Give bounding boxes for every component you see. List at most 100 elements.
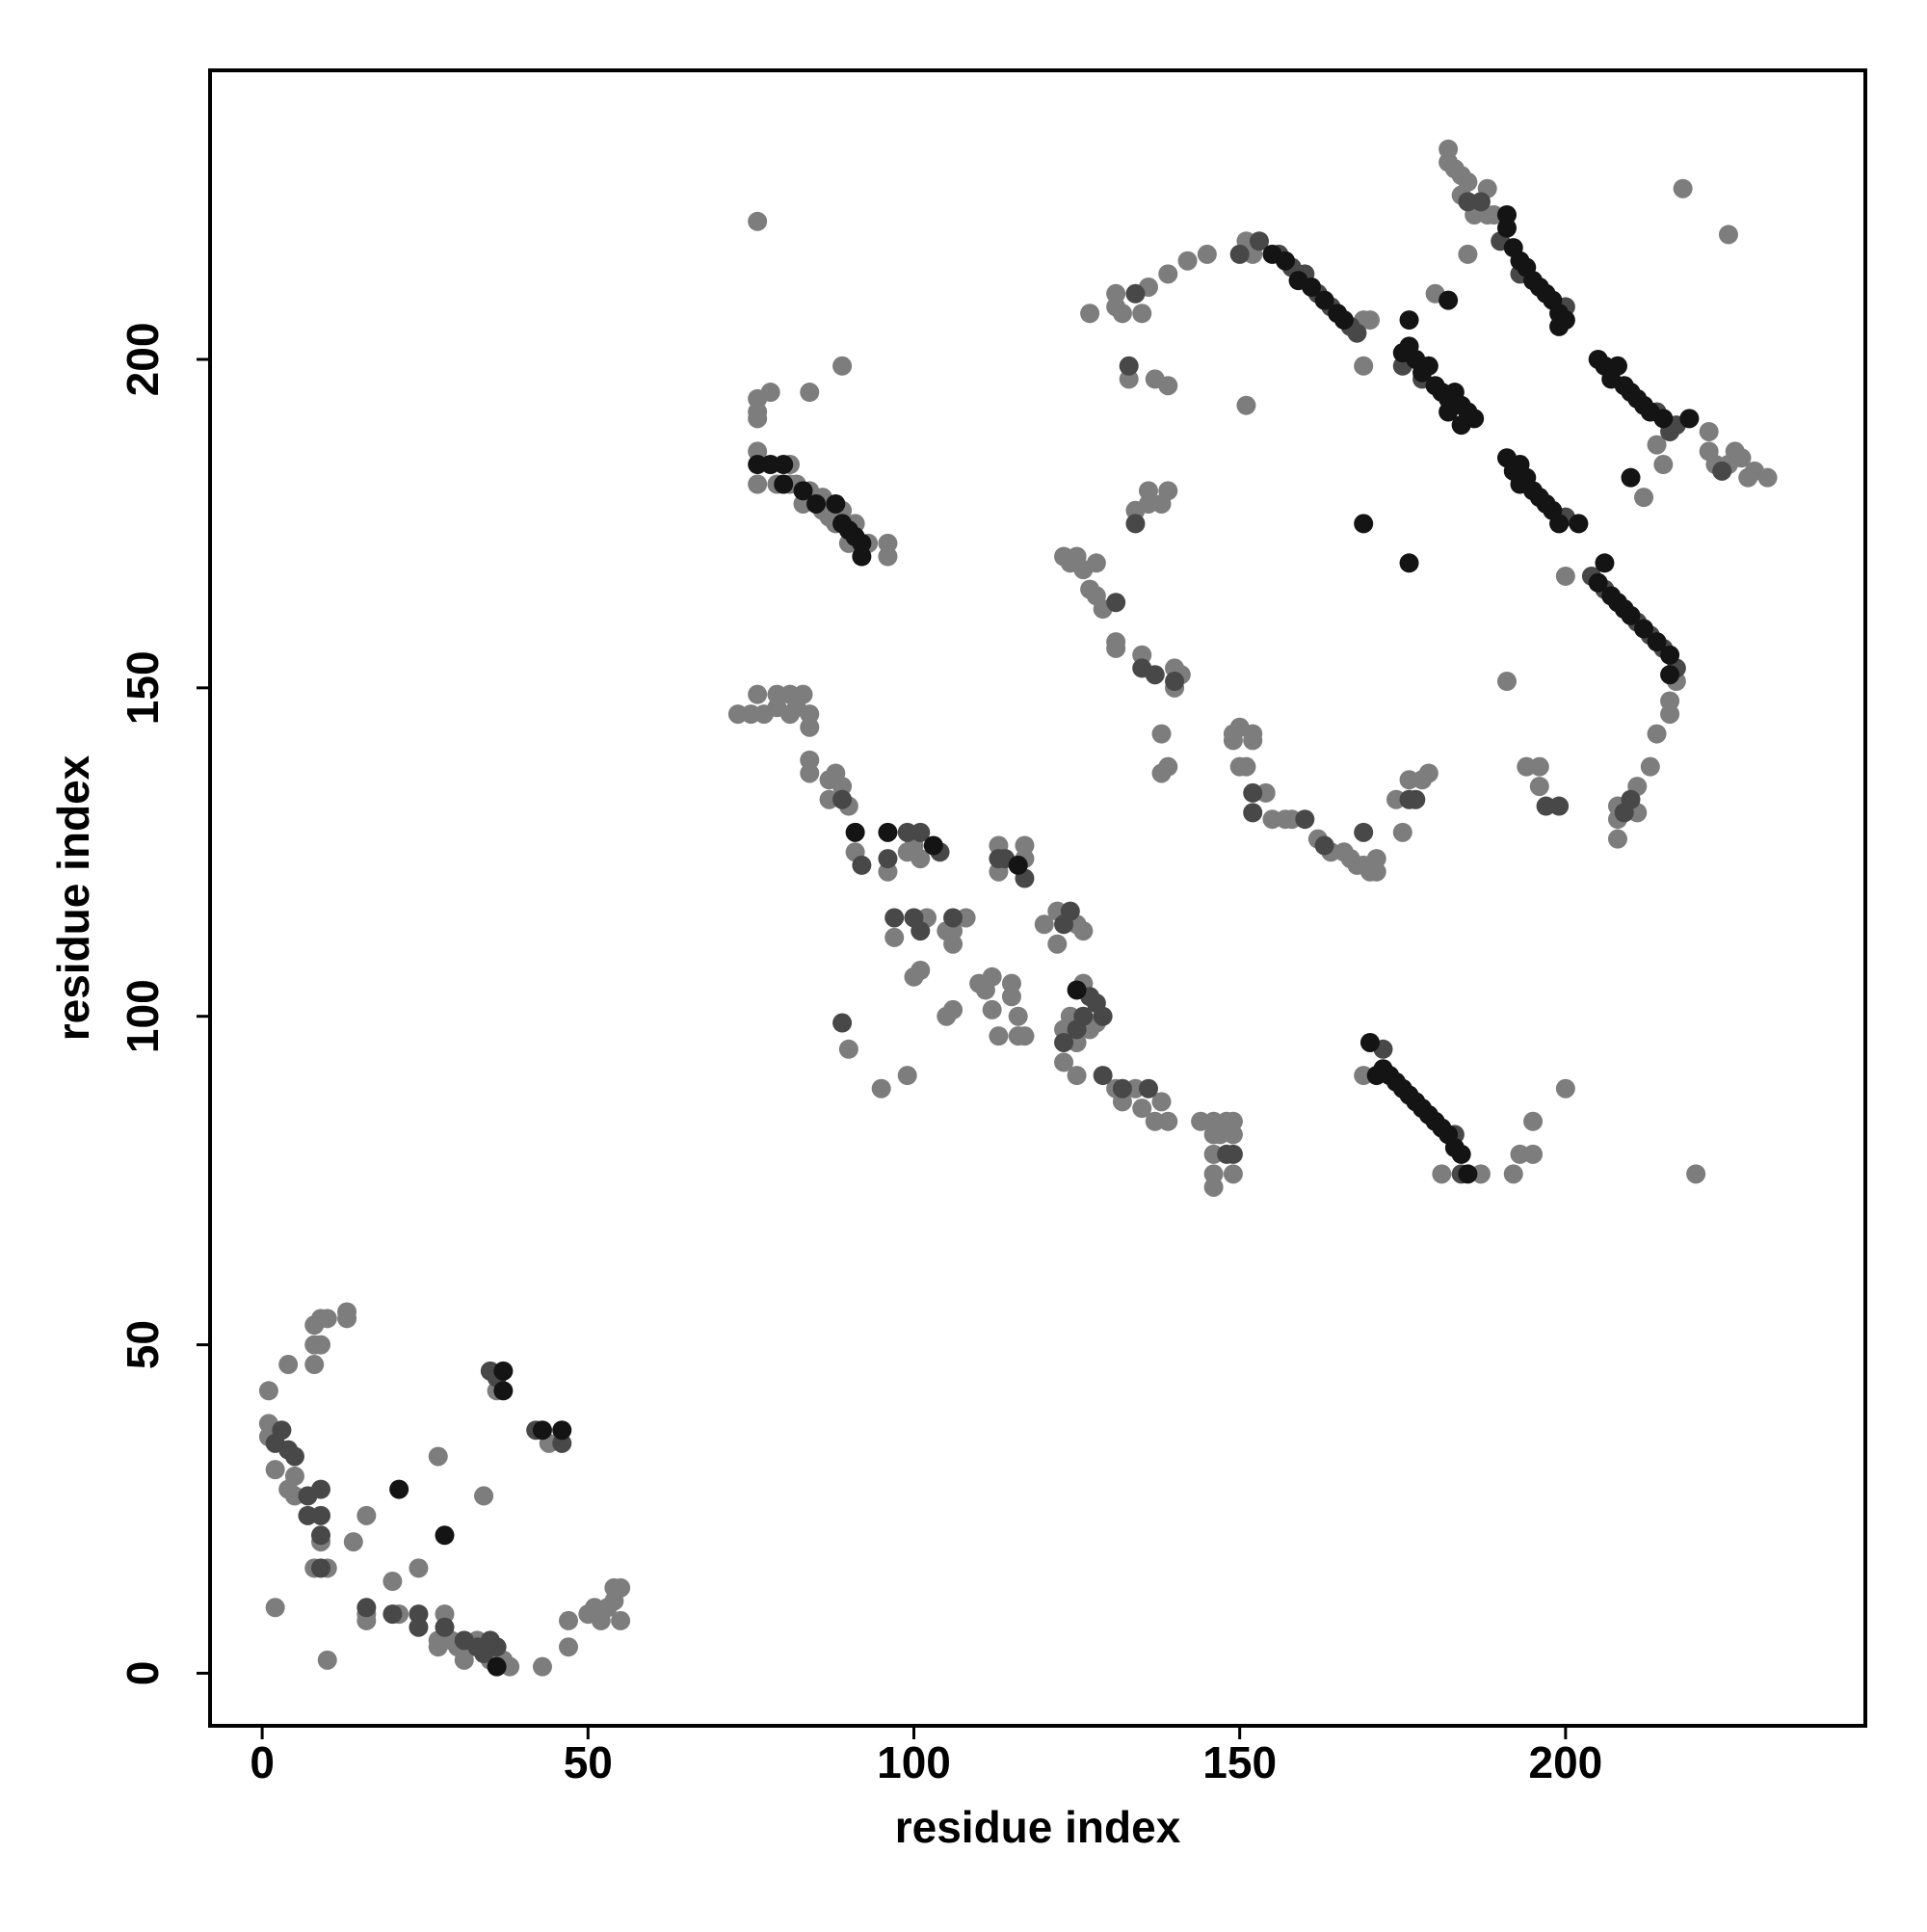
- point: [748, 684, 768, 704]
- x-tick-label: 0: [250, 1737, 275, 1787]
- point: [317, 1650, 337, 1670]
- point: [1607, 829, 1627, 849]
- point: [1392, 822, 1412, 842]
- point: [278, 1440, 299, 1460]
- point: [337, 1302, 357, 1322]
- point: [310, 1505, 330, 1525]
- point: [1132, 1098, 1152, 1119]
- point: [1653, 455, 1674, 475]
- point: [356, 1505, 377, 1525]
- point: [1223, 1144, 1243, 1164]
- point: [1158, 1111, 1178, 1131]
- point: [1223, 1164, 1243, 1184]
- point: [1243, 782, 1263, 803]
- point: [310, 1558, 330, 1578]
- point: [760, 383, 780, 403]
- point: [1458, 1164, 1478, 1184]
- point: [1138, 1078, 1158, 1098]
- point: [1243, 724, 1263, 744]
- point: [265, 1460, 285, 1480]
- point: [1151, 1092, 1172, 1112]
- point: [1439, 290, 1459, 310]
- point: [989, 1026, 1009, 1046]
- point: [1731, 448, 1752, 468]
- point: [1112, 1078, 1132, 1098]
- point: [1354, 822, 1374, 842]
- point: [559, 1637, 579, 1657]
- point: [748, 211, 768, 231]
- point: [1640, 756, 1660, 777]
- point: [911, 849, 931, 869]
- point: [1660, 691, 1680, 711]
- point: [1418, 763, 1439, 783]
- y-tick-label: 0: [118, 1661, 168, 1686]
- point: [493, 1381, 514, 1401]
- point: [1158, 756, 1178, 777]
- point: [310, 1335, 330, 1355]
- point: [1093, 1066, 1113, 1086]
- point: [1359, 1032, 1380, 1052]
- point: [1086, 553, 1106, 573]
- y-tick-label: 100: [118, 979, 168, 1053]
- point: [1054, 1032, 1074, 1052]
- point: [800, 763, 820, 783]
- point: [1047, 934, 1068, 954]
- point: [1569, 514, 1589, 534]
- point: [1276, 251, 1296, 271]
- point: [1686, 1164, 1706, 1184]
- point: [1634, 619, 1654, 639]
- point: [1001, 987, 1021, 1007]
- point: [474, 1486, 494, 1506]
- point: [1067, 1066, 1087, 1086]
- point: [343, 1532, 363, 1552]
- point: [278, 1355, 299, 1375]
- point: [1523, 1111, 1544, 1131]
- point: [1314, 290, 1334, 310]
- point: [1080, 304, 1100, 324]
- point: [265, 1598, 285, 1618]
- point: [1125, 283, 1146, 304]
- y-tick-label: 50: [118, 1320, 168, 1369]
- point: [832, 1013, 853, 1033]
- point: [748, 409, 768, 429]
- point: [1529, 756, 1549, 777]
- point: [1295, 809, 1315, 830]
- point: [1119, 356, 1139, 376]
- point: [1621, 467, 1641, 488]
- y-axis-label: residue index: [48, 754, 98, 1041]
- point: [1067, 980, 1087, 1000]
- y-tick-label: 150: [118, 650, 168, 725]
- point: [1054, 1052, 1074, 1072]
- point: [1359, 310, 1380, 331]
- point: [552, 1420, 572, 1441]
- point: [793, 684, 813, 704]
- point: [559, 1610, 579, 1630]
- x-tick-label: 200: [1528, 1737, 1602, 1787]
- point: [911, 822, 931, 842]
- point: [1555, 310, 1575, 331]
- point: [1354, 514, 1374, 534]
- point: [897, 1066, 917, 1086]
- point: [838, 1039, 858, 1059]
- x-tick-label: 100: [877, 1737, 951, 1787]
- point: [1158, 376, 1178, 396]
- point: [1699, 421, 1719, 441]
- point: [1236, 756, 1256, 777]
- point: [532, 1656, 552, 1677]
- point: [1614, 803, 1634, 823]
- point: [1634, 488, 1654, 508]
- point: [793, 481, 813, 501]
- point: [1223, 1125, 1243, 1145]
- point: [317, 1309, 337, 1329]
- point: [1302, 277, 1322, 297]
- y-tick-label: 200: [118, 323, 168, 397]
- point: [800, 717, 820, 737]
- point: [1314, 835, 1334, 856]
- point: [1496, 218, 1517, 238]
- point: [1236, 395, 1256, 415]
- x-tick-label: 150: [1202, 1737, 1277, 1787]
- x-tick-label: 50: [564, 1737, 613, 1787]
- point: [1158, 481, 1178, 501]
- point: [435, 1525, 455, 1546]
- point: [258, 1381, 278, 1401]
